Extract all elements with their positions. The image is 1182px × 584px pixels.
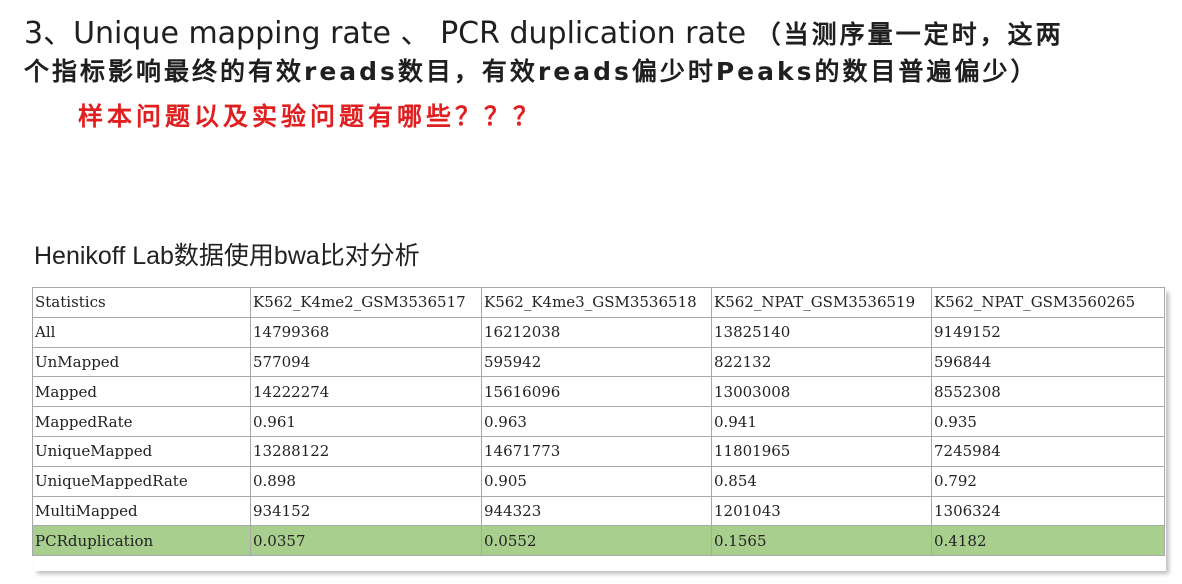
- table-cell: 11801965: [711, 435, 932, 467]
- row-label-cell: Mapped: [32, 376, 251, 408]
- table-cell: 822132: [711, 346, 932, 378]
- table-row: MultiMapped 934152 944323 1201043 130632…: [32, 495, 1165, 527]
- row-label-cell: MappedRate: [32, 406, 251, 437]
- table-row: UnMapped 577094 595942 822132 596844: [32, 346, 1165, 378]
- table-cell: 14671773: [481, 435, 712, 467]
- table-row: MappedRate 0.961 0.963 0.941 0.935: [32, 406, 1165, 437]
- row-label-cell: MultiMapped: [32, 495, 251, 527]
- table-cell: 15616096: [481, 376, 712, 408]
- table-cell: 16212038: [481, 316, 712, 348]
- table-row: Mapped 14222274 15616096 13003008 855230…: [32, 376, 1165, 408]
- row-label-cell: UnMapped: [32, 346, 251, 378]
- table-cell: 13003008: [711, 376, 932, 408]
- table-cell: 596844: [931, 346, 1165, 378]
- table-cell: 577094: [250, 346, 482, 378]
- table-cell: 595942: [481, 346, 712, 378]
- row-label-cell: PCRduplication: [32, 525, 251, 557]
- table-cell: 944323: [481, 495, 712, 527]
- table-cell: 0.963: [481, 406, 712, 437]
- row-label-cell: UniqueMapped: [32, 435, 251, 467]
- header-cell: K562_NPAT_GSM3560265: [931, 287, 1165, 318]
- table-row: UniqueMapped 13288122 14671773 11801965 …: [32, 435, 1165, 467]
- table-cell: 7245984: [931, 435, 1165, 467]
- table-cell: 0.905: [481, 465, 712, 497]
- stats-table: Statistics K562_K4me2_GSM3536517 K562_K4…: [32, 287, 1165, 557]
- table-cell: 0.961: [250, 406, 482, 437]
- table-subtitle: Henikoff Lab数据使用bwa比对分析: [34, 242, 420, 270]
- header-cell: K562_K4me3_GSM3536518: [481, 287, 712, 318]
- heading-chinese-part: （当测序量一定时，这两: [755, 20, 1064, 49]
- table-cell: 0.898: [250, 465, 482, 497]
- table-cell: 934152: [250, 495, 482, 527]
- header-cell: Statistics: [32, 287, 251, 318]
- table-cell: 14222274: [250, 376, 482, 408]
- table-cell: 0.935: [931, 406, 1165, 437]
- table-cell: 0.0357: [250, 525, 482, 557]
- table-cell: 0.0552: [481, 525, 712, 557]
- table-cell: 13825140: [711, 316, 932, 348]
- table-row: All 14799368 16212038 13825140 9149152: [32, 316, 1165, 348]
- slide-heading-line-1: 3、Unique mapping rate 、 PCR duplication …: [24, 8, 1064, 52]
- header-cell: K562_K4me2_GSM3536517: [250, 287, 482, 318]
- table-cell: 1306324: [931, 495, 1165, 527]
- table-cell: 0.792: [931, 465, 1165, 497]
- table-cell: 8552308: [931, 376, 1165, 408]
- question-text: 样本问题以及实验问题有哪些？？？: [78, 102, 543, 131]
- table-cell: 9149152: [931, 316, 1165, 348]
- row-label-cell: UniqueMappedRate: [32, 465, 251, 497]
- table-cell: 1201043: [711, 495, 932, 527]
- slide-heading-line-2: 个指标影响最终的有效reads数目，有效reads偏少时Peaks的数目普遍偏少…: [24, 52, 1039, 88]
- row-label-cell: All: [32, 316, 251, 348]
- table-cell: 13288122: [250, 435, 482, 467]
- highlighted-table-row: PCRduplication 0.0357 0.0552 0.1565 0.41…: [32, 525, 1165, 557]
- header-cell: K562_NPAT_GSM3536519: [711, 287, 932, 318]
- table-cell: 0.4182: [931, 525, 1165, 557]
- table-header-row: Statistics K562_K4me2_GSM3536517 K562_K4…: [32, 287, 1165, 318]
- table-cell: 0.854: [711, 465, 932, 497]
- heading-line-2-text: 个指标影响最终的有效reads数目，有效reads偏少时Peaks的数目普遍偏少…: [24, 57, 1039, 86]
- heading-english-part: 3、Unique mapping rate 、 PCR duplication …: [24, 16, 747, 51]
- table-cell: 0.941: [711, 406, 932, 437]
- table-cell: 0.1565: [711, 525, 932, 557]
- table-row: UniqueMappedRate 0.898 0.905 0.854 0.792: [32, 465, 1165, 497]
- table-cell: 14799368: [250, 316, 482, 348]
